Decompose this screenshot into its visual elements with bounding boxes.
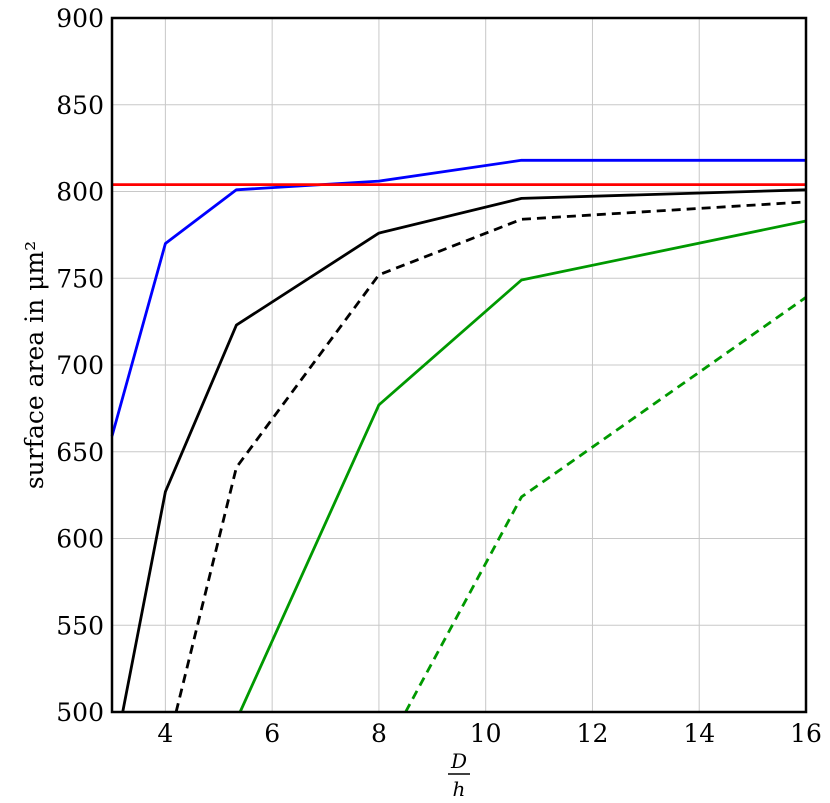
y-tick-label-4: 700 <box>56 351 104 380</box>
x-axis-label: D h <box>448 749 470 801</box>
series-line-5 <box>404 296 807 713</box>
y-tick-labels: 500 550 600 650 700 750 800 850 900 <box>56 4 104 727</box>
y-tick-label-2: 600 <box>56 525 104 554</box>
x-tick-label-2: 8 <box>371 719 387 748</box>
x-tick-label-6: 16 <box>790 719 822 748</box>
y-axis-label: surface area in μm² <box>20 241 49 489</box>
grid <box>112 17 807 713</box>
x-tick-label-4: 12 <box>577 719 609 748</box>
series-line-2 <box>121 188 807 713</box>
x-tick-label-1: 6 <box>264 719 280 748</box>
y-tick-label-5: 750 <box>56 264 104 293</box>
y-tick-label-3: 650 <box>56 438 104 467</box>
x-tick-label-0: 4 <box>157 719 173 748</box>
plot-frame <box>110 16 808 714</box>
x-tick-labels: 4 6 8 10 12 14 16 <box>157 719 821 748</box>
x-axis-label-numerator: D <box>450 749 467 773</box>
series-group <box>110 158 807 713</box>
y-tick-label-1: 550 <box>56 611 104 640</box>
x-tick-label-3: 10 <box>470 719 502 748</box>
x-tick-label-5: 14 <box>683 719 715 748</box>
x-axis-label-denominator: h <box>453 777 466 801</box>
y-tick-label-7: 850 <box>56 91 104 120</box>
y-tick-label-6: 800 <box>56 178 104 207</box>
series-line-4 <box>238 219 807 713</box>
series-line-3 <box>174 200 807 713</box>
y-tick-label-0: 500 <box>56 698 104 727</box>
series-line-0 <box>110 158 806 437</box>
y-tick-label-8: 900 <box>56 4 104 33</box>
